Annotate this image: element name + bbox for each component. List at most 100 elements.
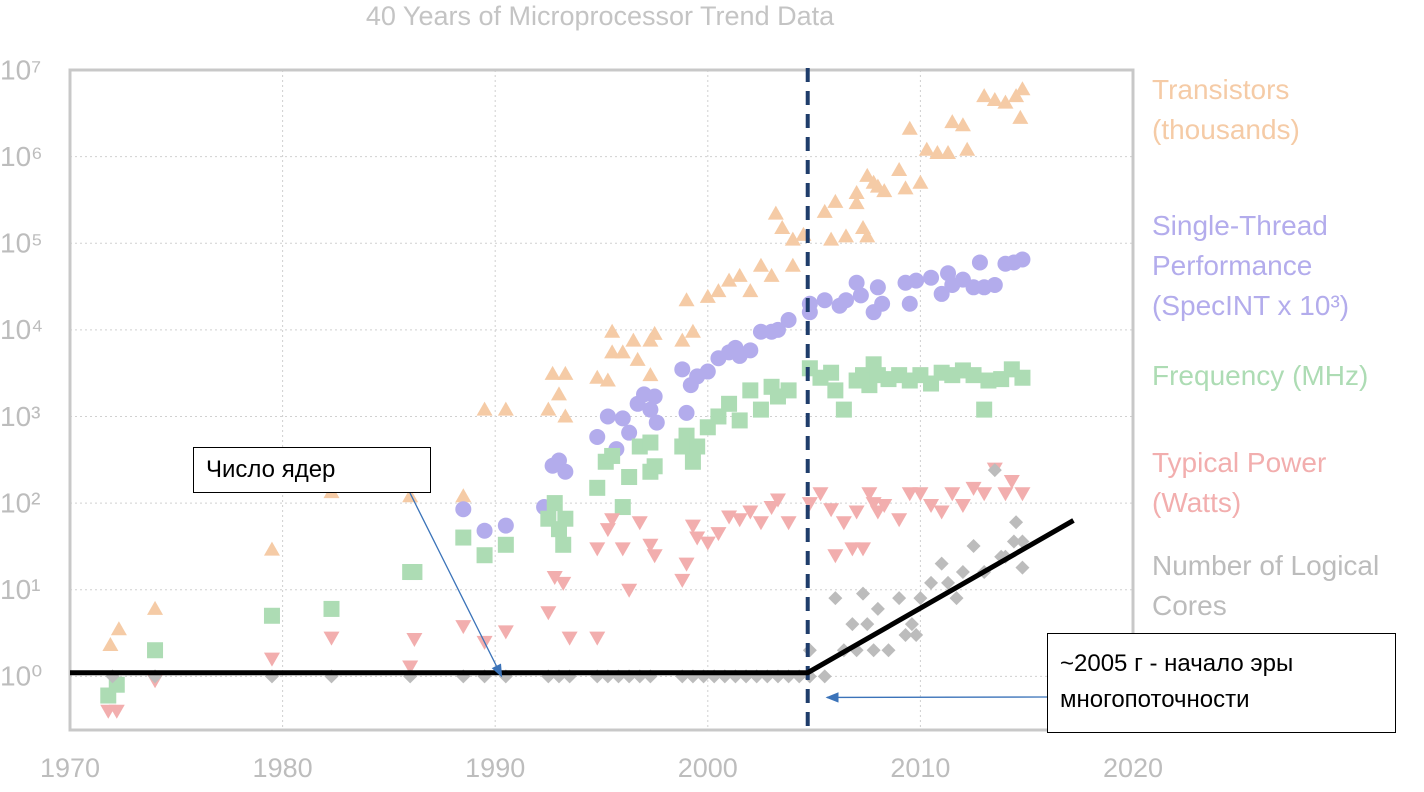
data-point bbox=[976, 487, 993, 502]
data-point bbox=[147, 642, 164, 659]
y-tick-label: 10¹ bbox=[0, 574, 40, 605]
data-point bbox=[721, 395, 738, 412]
x-tick-label: 1990 bbox=[465, 753, 525, 783]
data-point bbox=[497, 625, 514, 640]
data-point bbox=[599, 523, 616, 538]
data-point bbox=[742, 505, 759, 520]
data-point bbox=[476, 547, 493, 564]
chart-title: 40 Years of Microprocessor Trend Data bbox=[366, 1, 835, 31]
data-point bbox=[684, 519, 701, 534]
data-point bbox=[823, 364, 840, 381]
data-point bbox=[323, 631, 340, 646]
y-tick-label: 10² bbox=[0, 487, 40, 518]
data-point bbox=[854, 542, 871, 557]
data-point bbox=[621, 469, 638, 486]
data-point bbox=[901, 120, 918, 135]
data-point bbox=[684, 323, 701, 338]
data-point bbox=[323, 600, 340, 617]
data-point bbox=[742, 283, 759, 298]
data-point bbox=[816, 292, 833, 309]
data-point bbox=[870, 601, 885, 616]
data-point bbox=[589, 542, 606, 557]
data-point bbox=[710, 283, 727, 298]
data-point bbox=[918, 141, 935, 156]
data-point bbox=[913, 591, 928, 606]
data-point bbox=[1014, 251, 1031, 268]
data-point bbox=[555, 536, 572, 553]
data-point bbox=[801, 497, 818, 512]
data-point bbox=[827, 382, 844, 399]
data-point bbox=[550, 386, 567, 401]
data-point bbox=[866, 643, 881, 658]
data-point bbox=[763, 501, 780, 516]
data-point bbox=[646, 325, 663, 340]
data-point bbox=[555, 576, 572, 591]
data-point bbox=[1015, 560, 1030, 575]
data-point bbox=[1014, 369, 1031, 386]
data-point bbox=[901, 295, 918, 312]
data-point bbox=[589, 479, 606, 496]
data-point bbox=[642, 367, 659, 382]
data-point bbox=[949, 591, 964, 606]
y-tick-label: 10⁵ bbox=[0, 228, 43, 259]
data-point bbox=[859, 228, 876, 243]
data-point bbox=[1006, 534, 1021, 549]
data-point bbox=[812, 487, 829, 502]
data-point bbox=[621, 583, 638, 598]
data-point bbox=[987, 463, 1002, 478]
data-point bbox=[561, 631, 578, 646]
data-point bbox=[801, 295, 818, 312]
data-point bbox=[406, 564, 423, 581]
data-point bbox=[621, 424, 638, 441]
data-point bbox=[752, 401, 769, 418]
data-point bbox=[731, 267, 748, 282]
x-tick-label: 2010 bbox=[890, 753, 950, 783]
data-point bbox=[614, 499, 631, 516]
data-point bbox=[848, 185, 865, 200]
data-point bbox=[845, 617, 860, 632]
data-point bbox=[455, 620, 472, 635]
data-point bbox=[263, 541, 280, 556]
y-tick-label: 10⁴ bbox=[0, 314, 43, 345]
data-point bbox=[699, 363, 716, 380]
data-point bbox=[874, 295, 891, 312]
data-point bbox=[604, 447, 621, 464]
y-tick-label: 10⁰ bbox=[0, 661, 42, 692]
data-point bbox=[546, 571, 563, 586]
data-point bbox=[898, 627, 913, 642]
data-point bbox=[625, 332, 642, 347]
data-point bbox=[646, 458, 663, 475]
data-point bbox=[769, 321, 786, 338]
data-point bbox=[721, 272, 738, 287]
data-point bbox=[402, 660, 419, 675]
data-point bbox=[689, 438, 706, 455]
annotation-arrow bbox=[409, 492, 503, 678]
y-tick-label: 10³ bbox=[0, 401, 40, 432]
data-point bbox=[614, 410, 631, 427]
data-point bbox=[678, 292, 695, 307]
data-point bbox=[827, 549, 844, 564]
data-point bbox=[859, 167, 876, 182]
data-point bbox=[710, 408, 727, 425]
data-point bbox=[1009, 515, 1024, 530]
data-point bbox=[147, 600, 164, 615]
data-point bbox=[1014, 487, 1031, 502]
data-point bbox=[986, 276, 1003, 293]
legend-entry: Single-Thread Performance (SpecINT x 10³… bbox=[1152, 210, 1350, 321]
data-point bbox=[869, 505, 886, 520]
data-point bbox=[263, 607, 280, 624]
data-point bbox=[816, 203, 833, 218]
data-point bbox=[406, 632, 423, 647]
data-point bbox=[763, 267, 780, 282]
data-point bbox=[924, 575, 939, 590]
data-point bbox=[912, 487, 929, 502]
data-point bbox=[944, 114, 961, 129]
data-point bbox=[557, 365, 574, 380]
data-point bbox=[848, 195, 865, 210]
data-point bbox=[710, 527, 727, 542]
data-point bbox=[263, 652, 280, 667]
x-tick-label: 2020 bbox=[1103, 753, 1163, 783]
data-point bbox=[904, 617, 919, 632]
data-point bbox=[802, 643, 817, 658]
